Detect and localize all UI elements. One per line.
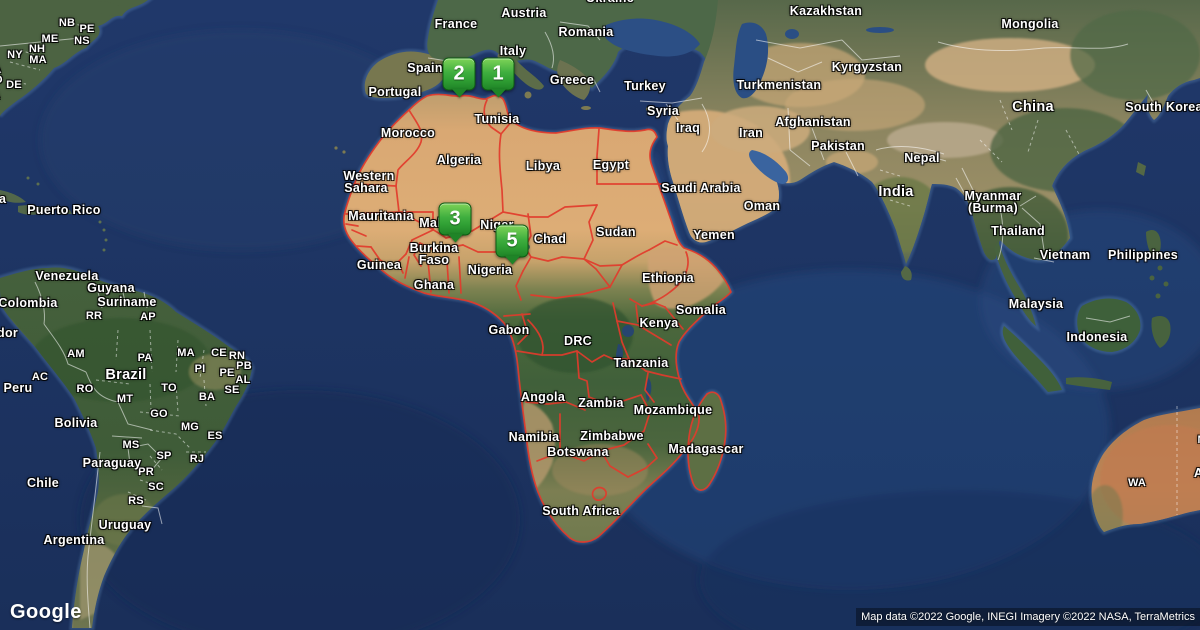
map-marker-3[interactable]: 3 — [438, 202, 472, 243]
marker-pin-icon[interactable]: 2 — [442, 57, 476, 91]
marker-pin-icon[interactable]: 1 — [481, 57, 515, 91]
marker-pointer — [447, 233, 463, 243]
map-marker-1[interactable]: 1 — [481, 57, 515, 98]
marker-pin-icon[interactable]: 3 — [438, 202, 472, 236]
lakes-and-seas — [524, 18, 894, 402]
marker-pin-icon[interactable]: 5 — [495, 224, 529, 258]
map-attribution: Map data ©2022 Google, INEGI Imagery ©20… — [856, 608, 1200, 626]
map-marker-2[interactable]: 2 — [442, 57, 476, 98]
state-borders — [0, 19, 1178, 515]
marker-pointer — [490, 88, 506, 98]
africa-borders — [342, 93, 732, 543]
map-marker-5[interactable]: 5 — [495, 224, 529, 265]
marker-pointer — [451, 88, 467, 98]
google-logo[interactable]: Google — [10, 601, 82, 623]
marker-pointer — [504, 255, 520, 265]
country-borders — [0, 21, 1155, 629]
